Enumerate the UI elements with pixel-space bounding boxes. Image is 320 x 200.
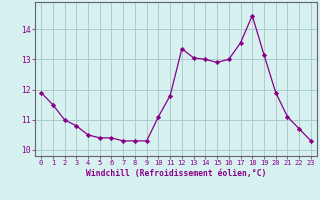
X-axis label: Windchill (Refroidissement éolien,°C): Windchill (Refroidissement éolien,°C) xyxy=(86,169,266,178)
